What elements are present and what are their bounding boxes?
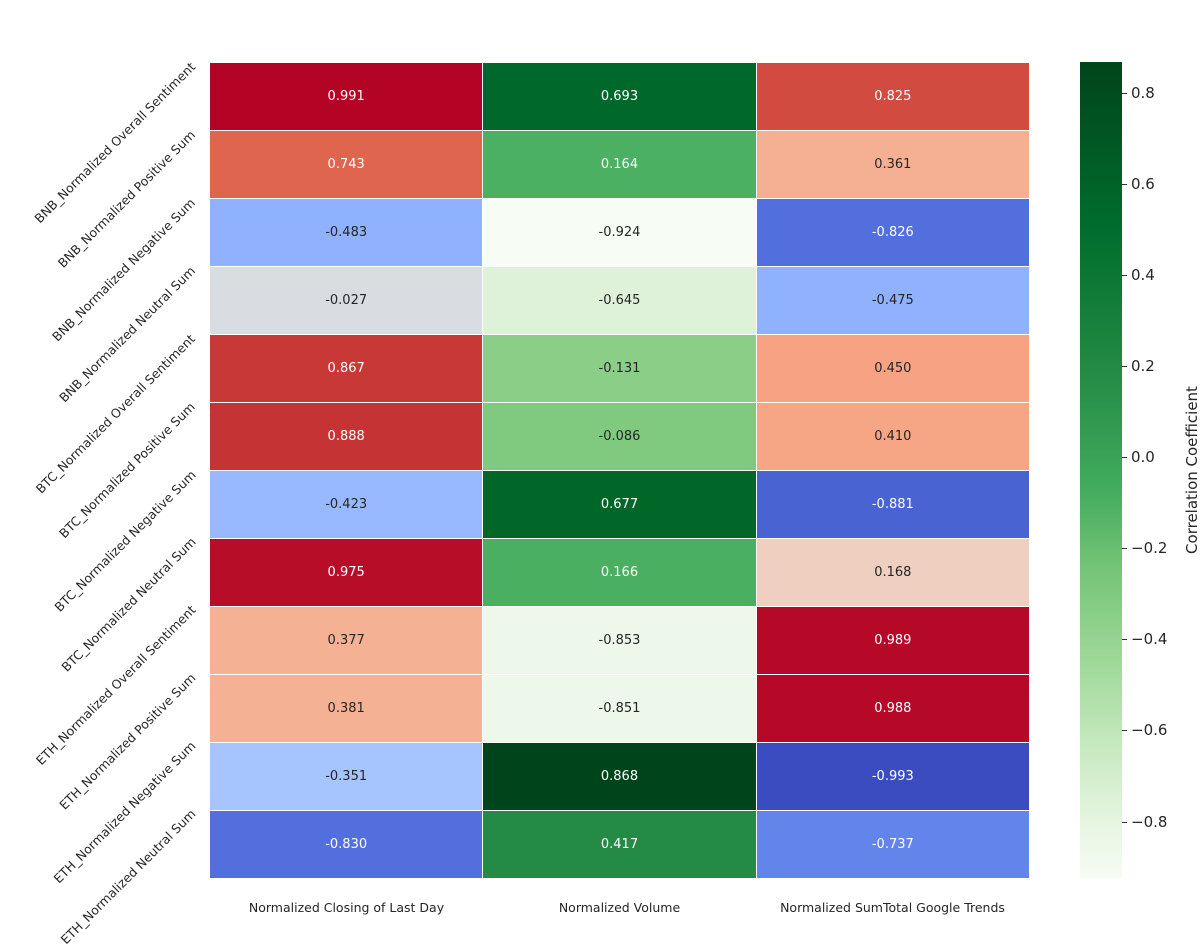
colorbar-tick-label: −0.4 — [1131, 630, 1168, 649]
heatmap-cell: 0.693 — [483, 63, 756, 130]
row-label: BNB_Normalized Negative Sum — [49, 195, 199, 345]
heatmap-cell: -0.027 — [210, 267, 483, 334]
heatmap-cell: 0.991 — [210, 63, 483, 130]
heatmap-cell: -0.993 — [756, 743, 1029, 810]
heatmap-cell: 0.377 — [210, 607, 483, 674]
colorbar-tick-mark — [1122, 92, 1127, 94]
row-label: BTC_Normalized Negative Sum — [51, 466, 199, 615]
heatmap-cell: 0.989 — [756, 607, 1029, 674]
heatmap-cell: -0.351 — [210, 743, 483, 810]
heatmap-cell: 0.677 — [483, 471, 756, 538]
column-label: Normalized Volume — [558, 900, 681, 915]
colorbar-tick-label: 0.0 — [1131, 448, 1155, 467]
colorbar-tick-label: 0.8 — [1131, 83, 1155, 102]
heatmap-cell: -0.131 — [483, 335, 756, 402]
row-label: ETH_Normalized Negative Sum — [50, 738, 199, 887]
colorbar-tick-mark — [1122, 730, 1127, 732]
colorbar-tick-label: 0.4 — [1131, 266, 1155, 285]
colorbar-tick-mark — [1122, 184, 1127, 186]
heatmap-cell: 0.868 — [483, 743, 756, 810]
heatmap-cell: -0.645 — [483, 267, 756, 334]
heatmap-cell: -0.475 — [756, 267, 1029, 334]
heatmap-cell: 0.450 — [756, 335, 1029, 402]
heatmap-cell: 0.166 — [483, 539, 756, 606]
heatmap-cell: -0.086 — [483, 403, 756, 470]
heatmap-cell: 0.417 — [483, 811, 756, 878]
heatmap-cell: 0.825 — [756, 63, 1029, 130]
colorbar-tick-label: −0.6 — [1131, 721, 1168, 740]
colorbar-tick-label: −0.8 — [1131, 812, 1168, 831]
heatmap-cell: 0.888 — [210, 403, 483, 470]
colorbar-tick-mark — [1122, 639, 1127, 641]
heatmap-cell: -0.483 — [210, 199, 483, 266]
heatmap-cell: -0.830 — [210, 811, 483, 878]
colorbar-tick-label: 0.6 — [1131, 175, 1155, 194]
colorbar-tick-mark — [1122, 821, 1127, 823]
colorbar-tick-mark — [1122, 457, 1127, 459]
heatmap-cell: -0.851 — [483, 675, 756, 742]
row-label: BTC_Normalized Positive Sum — [56, 398, 198, 541]
colorbar-tick-mark — [1122, 548, 1127, 550]
heatmap-cell: 0.361 — [756, 131, 1029, 198]
row-label: BNB_Normalized Positive Sum — [54, 127, 199, 271]
heatmap-cell: -0.881 — [756, 471, 1029, 538]
column-label: Normalized SumTotal Google Trends — [780, 900, 1005, 915]
colorbar-tick-mark — [1122, 366, 1127, 368]
row-label: BNB_Normalized Neutral Sum — [56, 262, 199, 405]
heatmap-cell: 0.975 — [210, 539, 483, 606]
colorbar-tick-mark — [1122, 275, 1127, 277]
heatmap-cell: 0.743 — [210, 131, 483, 198]
heatmap-cell: 0.164 — [483, 131, 756, 198]
heatmap-cell: -0.924 — [483, 199, 756, 266]
colorbar-title: Correlation Coefficient — [1183, 386, 1200, 554]
heatmap-cell: -0.737 — [756, 811, 1029, 878]
heatmap-cell: -0.853 — [483, 607, 756, 674]
heatmap-grid: 0.991 0.693 0.825 0.743 0.164 0.361 -0.483 -0.9… — [210, 63, 1029, 878]
heatmap-cell: 0.168 — [756, 539, 1029, 606]
colorbar-tick-label: −0.2 — [1131, 539, 1168, 558]
row-label: BTC_Normalized Neutral Sum — [58, 534, 199, 675]
column-label: Normalized Closing of Last Day — [248, 900, 445, 915]
heatmap-cell: 0.410 — [756, 403, 1029, 470]
heatmap-cell: -0.826 — [756, 199, 1029, 266]
colorbar — [1080, 62, 1122, 878]
heatmap-cell: 0.381 — [210, 675, 483, 742]
heatmap-cell: 0.988 — [756, 675, 1029, 742]
heatmap-cell: -0.423 — [210, 471, 483, 538]
colorbar-tick-label: 0.2 — [1131, 357, 1155, 376]
heatmap-cell: 0.867 — [210, 335, 483, 402]
row-label: ETH_Normalized Positive Sum — [56, 670, 199, 813]
